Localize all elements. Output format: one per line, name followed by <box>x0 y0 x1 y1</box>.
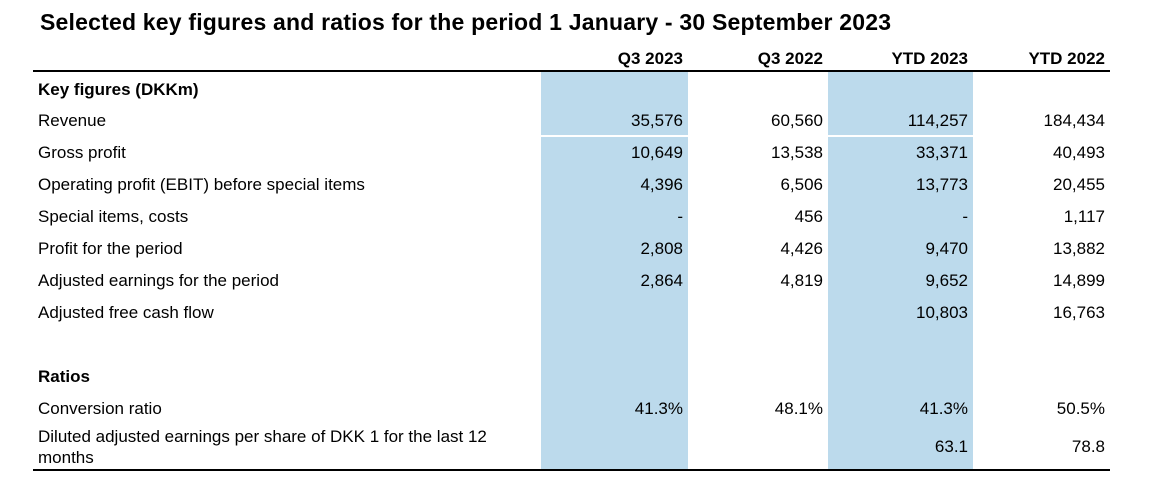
column-header-ytd-2022: YTD 2022 <box>1028 49 1105 68</box>
row-label: Ratios <box>38 367 90 386</box>
row-label: Key figures (DKKm) <box>38 80 199 99</box>
cell-q3-2022: 60,560 <box>771 111 823 130</box>
table-row: Adjusted free cash flow 10,803 16,763 <box>33 297 1110 329</box>
row-label: Adjusted free cash flow <box>38 303 214 322</box>
cell-ytd-2023 <box>828 329 973 361</box>
cell-ytd-2023: - <box>828 201 973 233</box>
cell-q3-2023 <box>541 72 688 105</box>
table-row: Adjusted earnings for the period 2,864 4… <box>33 265 1110 297</box>
cell-q3-2023: 2,808 <box>541 233 688 265</box>
cell-ytd-2022: 184,434 <box>1043 111 1105 130</box>
cell-ytd-2022: 50.5% <box>1056 399 1105 418</box>
cell-ytd-2022 <box>973 329 1110 361</box>
table-row: Conversion ratio 41.3% 48.1% 41.3% 50.5% <box>33 393 1110 425</box>
row-label: Gross profit <box>38 143 126 162</box>
cell-ytd-2022: 13,882 <box>1053 239 1105 258</box>
cell-ytd-2023: 114,257 <box>828 105 973 137</box>
cell-ytd-2022: 14,899 <box>1053 271 1105 290</box>
row-label: Revenue <box>38 111 107 130</box>
table-row: Key figures (DKKm) <box>33 72 1110 105</box>
table-row-spacer <box>33 329 1110 361</box>
cell-ytd-2023 <box>828 361 973 393</box>
row-label <box>33 329 541 361</box>
cell-ytd-2022: 20,455 <box>1053 175 1105 194</box>
table-row: Ratios <box>33 361 1110 393</box>
cell-q3-2022: 48.1% <box>774 399 823 418</box>
cell-q3-2023: 41.3% <box>541 393 688 425</box>
cell-ytd-2022: 40,493 <box>1053 143 1105 162</box>
cell-ytd-2022: 1,117 <box>1063 207 1105 226</box>
cell-q3-2023: 4,396 <box>541 169 688 201</box>
cell-q3-2023: 2,864 <box>541 265 688 297</box>
table-row: Profit for the period 2,808 4,426 9,470 … <box>33 233 1110 265</box>
cell-q3-2023: - <box>541 201 688 233</box>
page-title: Selected key figures and ratios for the … <box>40 9 892 35</box>
cell-ytd-2022: 16,763 <box>1053 303 1105 322</box>
cell-q3-2022 <box>688 425 828 469</box>
table-row: Revenue 35,576 60,560 114,257 184,434 <box>33 105 1110 137</box>
cell-q3-2022 <box>688 361 828 393</box>
cell-ytd-2023: 33,371 <box>828 137 973 169</box>
cell-q3-2022: 13,538 <box>771 143 823 162</box>
cell-q3-2022 <box>688 72 828 105</box>
table-row: Diluted adjusted earnings per share of D… <box>33 425 1110 469</box>
column-header-q3-2022: Q3 2022 <box>757 49 823 68</box>
cell-ytd-2022 <box>973 361 1110 393</box>
table-row: Gross profit 10,649 13,538 33,371 40,493 <box>33 137 1110 169</box>
cell-q3-2023: 10,649 <box>541 137 688 169</box>
cell-q3-2022: 4,819 <box>780 271 823 290</box>
column-header-ytd-2023: YTD 2023 <box>891 49 968 68</box>
cell-ytd-2023: 9,652 <box>828 265 973 297</box>
cell-q3-2022: 6,506 <box>780 175 823 194</box>
row-label: Special items, costs <box>38 207 189 226</box>
cell-ytd-2023 <box>828 72 973 105</box>
row-label: Operating profit (EBIT) before special i… <box>38 175 365 194</box>
cell-ytd-2023: 10,803 <box>828 297 973 329</box>
cell-q3-2022: 4,426 <box>780 239 823 258</box>
cell-q3-2023 <box>541 329 688 361</box>
row-label: Profit for the period <box>38 239 183 258</box>
row-label: Diluted adjusted earnings per share of D… <box>38 427 487 467</box>
row-label: Conversion ratio <box>38 399 162 418</box>
key-figures-table: Q3 2023 Q3 2022 YTD 2023 YTD 2022 Key fi… <box>33 48 1110 471</box>
cell-q3-2023: 35,576 <box>541 105 688 137</box>
table-row: Operating profit (EBIT) before special i… <box>33 169 1110 201</box>
cell-ytd-2023: 9,470 <box>828 233 973 265</box>
cell-ytd-2022 <box>973 72 1110 105</box>
cell-ytd-2023: 41.3% <box>828 393 973 425</box>
table-header-row: Q3 2023 Q3 2022 YTD 2023 YTD 2022 <box>33 48 1110 72</box>
cell-q3-2022 <box>688 329 828 361</box>
row-label: Adjusted earnings for the period <box>38 271 279 290</box>
cell-ytd-2022: 78.8 <box>1071 437 1105 456</box>
cell-ytd-2023: 13,773 <box>828 169 973 201</box>
cell-q3-2023 <box>541 425 688 469</box>
cell-q3-2023 <box>541 361 688 393</box>
table-row: Special items, costs - 456 - 1,117 <box>33 201 1110 233</box>
cell-ytd-2023: 63.1 <box>828 425 973 469</box>
cell-q3-2022: 456 <box>794 207 823 226</box>
cell-q3-2023 <box>541 297 688 329</box>
column-header-q3-2023: Q3 2023 <box>617 49 683 68</box>
cell-q3-2022 <box>688 297 828 329</box>
